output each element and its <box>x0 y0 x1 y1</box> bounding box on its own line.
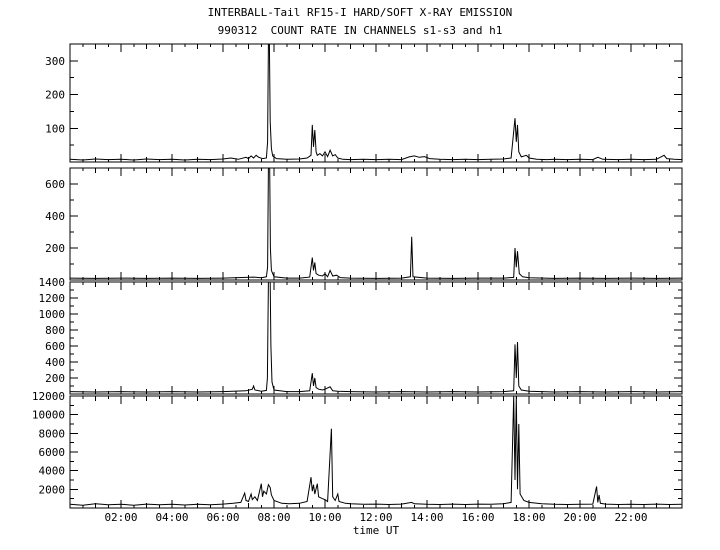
chart-subtitle: 990312 COUNT RATE IN CHANNELS s1-s3 and … <box>217 24 503 37</box>
panel-s1: 100 200 300 <box>45 43 683 163</box>
panel-frame <box>69 167 683 281</box>
y-tick-label: 400 <box>45 210 65 223</box>
y-tick-label: 200 <box>45 242 65 255</box>
series-s3 <box>69 281 683 393</box>
y-tick-label: 200 <box>45 372 65 385</box>
panel-h1: 2000 4000 6000 8000 10000 12000 <box>32 390 683 509</box>
panel-s3: 200 400 600 800 1000 1200 1400 <box>39 276 683 395</box>
panel-frame <box>69 43 683 163</box>
x-axis-label: time UT <box>352 524 400 537</box>
y-tick-label: 600 <box>45 340 65 353</box>
x-tick-label: 02:00 <box>104 511 137 524</box>
series-s1 <box>69 43 683 161</box>
y-tick-label: 800 <box>45 324 65 337</box>
y-tick-label: 300 <box>45 55 65 68</box>
chart-title: INTERBALL-Tail RF15-I HARD/SOFT X-RAY EM… <box>207 6 513 19</box>
y-tick-label: 1000 <box>39 308 66 321</box>
panel-frame <box>69 281 683 395</box>
y-tick-label: 6000 <box>39 446 66 459</box>
panel-s2: 200 400 600 <box>45 167 683 281</box>
y-tick-label: 200 <box>45 89 65 102</box>
x-tick-label: 16:00 <box>461 511 494 524</box>
y-tick-label: 400 <box>45 356 65 369</box>
y-tick-label: 100 <box>45 122 65 135</box>
y-tick-label: 2000 <box>39 483 66 496</box>
y-tick-label: 12000 <box>32 390 65 403</box>
x-tick-label: 10:00 <box>308 511 341 524</box>
x-tick-label: 08:00 <box>257 511 290 524</box>
x-tick-label: 06:00 <box>206 511 239 524</box>
y-tick-label: 1200 <box>39 292 66 305</box>
x-tick-label: 22:00 <box>614 511 647 524</box>
y-tick-label: 1400 <box>39 276 66 289</box>
x-tick-label: 18:00 <box>512 511 545 524</box>
y-tick-label: 10000 <box>32 409 65 422</box>
x-tick-label: 04:00 <box>155 511 188 524</box>
x-tick-label: 20:00 <box>563 511 596 524</box>
y-tick-label: 8000 <box>39 427 66 440</box>
x-tick-label: 12:00 <box>359 511 392 524</box>
series-h1 <box>69 395 683 506</box>
y-tick-label: 4000 <box>39 465 66 478</box>
x-tick-label: 14:00 <box>410 511 443 524</box>
panel-frame <box>69 395 683 509</box>
series-s2 <box>69 167 683 279</box>
y-tick-label: 600 <box>45 178 65 191</box>
